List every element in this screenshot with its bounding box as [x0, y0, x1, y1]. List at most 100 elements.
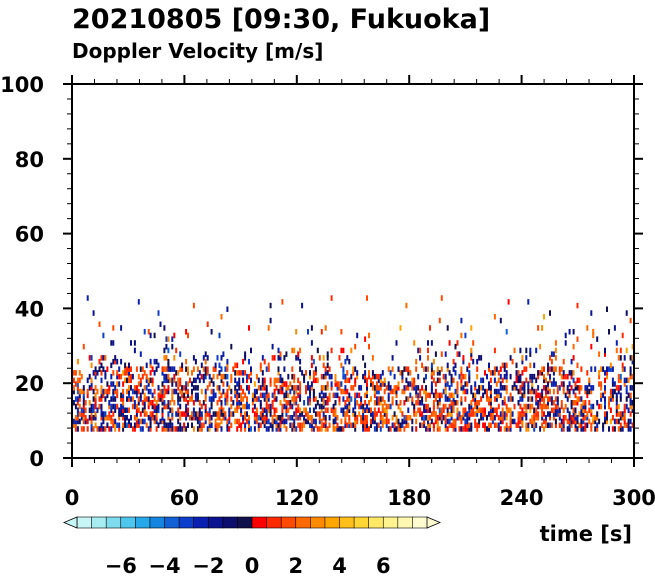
data-cell	[163, 366, 166, 372]
data-cell	[448, 392, 451, 399]
data-cell	[411, 418, 414, 425]
data-cell	[257, 377, 260, 384]
data-cell	[216, 373, 219, 380]
data-cell	[434, 351, 437, 357]
data-cell	[629, 418, 632, 425]
data-cell	[332, 407, 335, 413]
data-cell	[316, 377, 319, 384]
data-cell	[305, 411, 307, 417]
data-cell	[562, 358, 565, 365]
data-cell	[273, 381, 276, 387]
data-cell	[462, 415, 465, 421]
data-cell	[379, 377, 382, 384]
data-cell	[364, 362, 367, 369]
data-cell	[90, 403, 93, 410]
data-cell	[167, 422, 170, 428]
data-cell	[185, 396, 188, 402]
data-cell	[285, 392, 288, 399]
data-cell	[131, 396, 134, 402]
data-cell	[438, 426, 441, 432]
data-cell	[191, 415, 193, 421]
data-cell	[429, 325, 431, 331]
data-cell	[470, 388, 473, 395]
data-cell	[584, 403, 587, 410]
data-cell	[560, 418, 563, 425]
colorbar-tick-label-5: 4	[332, 554, 347, 577]
data-cell	[377, 388, 380, 395]
data-cell	[163, 355, 166, 361]
data-cell	[236, 426, 239, 432]
data-cell	[147, 388, 150, 395]
data-cell	[362, 373, 365, 380]
data-cell	[269, 407, 272, 413]
data-cell	[112, 418, 115, 425]
data-cell	[238, 377, 241, 384]
data-cell	[596, 400, 599, 406]
data-cell	[362, 426, 365, 432]
data-cell	[476, 366, 479, 372]
data-cell	[269, 377, 272, 384]
data-cell	[505, 329, 508, 335]
data-cell	[545, 392, 547, 399]
data-cell	[120, 407, 123, 413]
data-cell	[389, 388, 392, 395]
data-cell	[314, 370, 317, 376]
data-cell	[521, 415, 524, 421]
data-cell	[399, 422, 402, 428]
data-cell	[523, 385, 526, 391]
data-cell	[568, 392, 571, 399]
data-cell	[590, 343, 593, 350]
data-cell	[114, 396, 117, 402]
data-cell	[478, 355, 481, 361]
data-cell	[149, 400, 152, 406]
data-cell	[161, 415, 164, 421]
data-cell	[309, 400, 311, 406]
data-cell	[100, 415, 103, 421]
data-cell	[283, 366, 286, 372]
data-cell	[541, 403, 544, 410]
data-cell	[574, 426, 577, 432]
data-cell	[377, 373, 380, 380]
data-cell	[466, 388, 469, 395]
data-cell	[629, 317, 632, 324]
data-cell	[275, 415, 278, 421]
data-cell	[368, 370, 370, 376]
data-cell	[310, 362, 313, 369]
data-cell	[307, 418, 309, 425]
data-cell	[545, 385, 547, 391]
data-cell	[208, 415, 211, 421]
data-cell	[192, 385, 195, 391]
data-cell	[488, 411, 490, 417]
data-cell	[379, 418, 382, 425]
data-cell	[171, 396, 174, 402]
data-cell	[509, 415, 512, 421]
data-cell	[228, 385, 231, 391]
data-cell	[297, 385, 300, 391]
data-cell	[275, 407, 278, 413]
data-cell	[547, 388, 549, 395]
data-cell	[407, 422, 410, 428]
data-cell	[265, 426, 268, 432]
data-cell	[253, 415, 256, 421]
data-cell	[88, 415, 91, 421]
data-cell	[446, 366, 449, 372]
data-cell	[295, 329, 298, 335]
data-cell	[434, 388, 437, 395]
data-cell	[604, 418, 606, 425]
colorbar-swatch	[207, 516, 224, 529]
data-cell	[543, 396, 545, 402]
data-cell	[275, 377, 278, 384]
data-cell	[169, 407, 172, 413]
data-cell	[177, 407, 180, 413]
data-cell	[265, 411, 268, 417]
data-cell	[397, 366, 400, 372]
data-cell	[318, 355, 321, 361]
data-cell	[525, 415, 528, 421]
data-cell	[621, 362, 624, 369]
data-cell	[448, 418, 451, 425]
data-cell	[340, 388, 343, 395]
data-cell	[157, 392, 160, 399]
data-cell	[370, 422, 372, 428]
data-cell	[183, 392, 186, 399]
data-cell	[576, 400, 579, 406]
